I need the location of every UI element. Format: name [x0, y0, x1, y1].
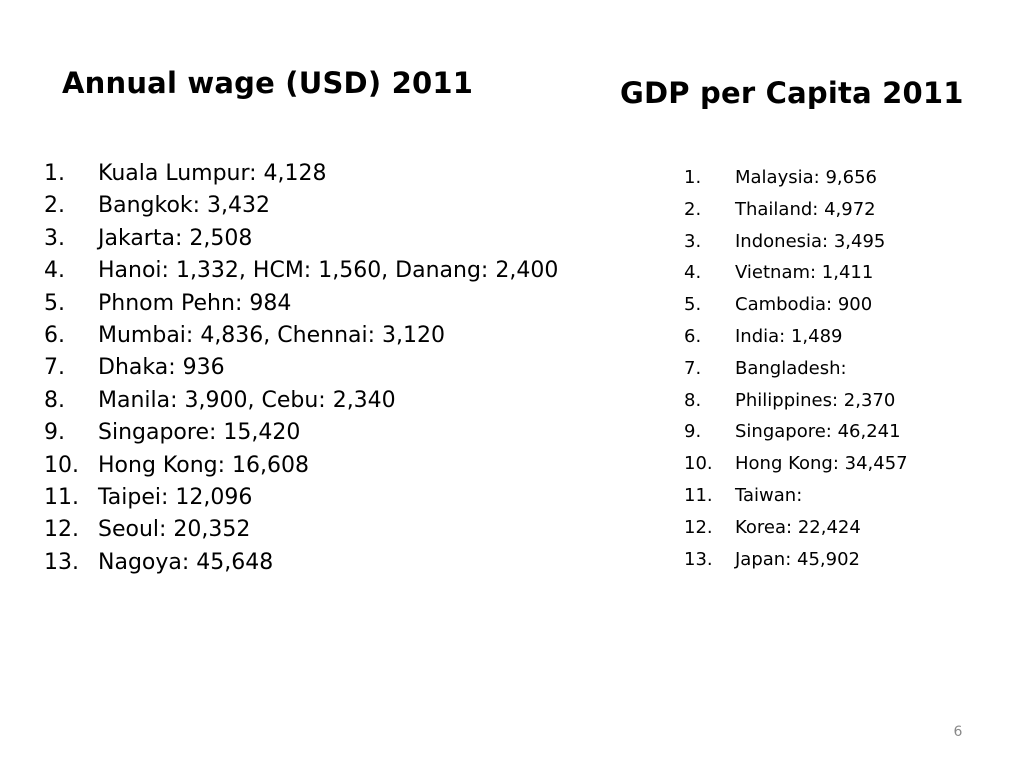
gdp-per-capita-title: GDP per Capita 2011	[620, 76, 964, 110]
list-item: 9. Singapore: 15,420	[44, 417, 558, 449]
item-text: Bangladesh:	[735, 357, 847, 379]
list-item: 13. Japan: 45,902	[684, 544, 908, 576]
item-number: 3.	[44, 225, 65, 251]
item-number: 7.	[684, 357, 702, 379]
item-number: 9.	[44, 420, 65, 446]
item-text: Kuala Lumpur: 4,128	[98, 161, 327, 186]
item-text: Malaysia: 9,656	[735, 167, 877, 188]
list-item: 11. Taipei: 12,096	[44, 482, 558, 514]
list-item: 4. Vietnam: 1,411	[684, 257, 908, 289]
list-item: 5. Cambodia: 900	[684, 289, 908, 321]
list-item: 13. Nagoya: 45,648	[44, 547, 558, 579]
item-text: Vietnam: 1,411	[735, 262, 874, 284]
item-text: Indonesia: 3,495	[735, 230, 886, 252]
item-number: 4.	[684, 262, 702, 284]
item-text: Hong Kong: 16,608	[98, 452, 309, 478]
item-number: 2.	[44, 193, 65, 219]
item-number: 10.	[44, 452, 79, 478]
item-text: Singapore: 46,241	[735, 421, 901, 443]
list-item: 9. Singapore: 46,241	[684, 416, 908, 448]
page-number: 6	[953, 724, 963, 740]
annual-wage-list: 1. Kuala Lumpur: 4,128 2. Bangkok: 3,432 3…	[44, 158, 558, 579]
item-text: Taiwan:	[735, 484, 803, 506]
list-item: 6. Mumbai: 4,836, Chennai: 3,120	[44, 320, 558, 352]
list-item: 12. Korea: 22,424	[684, 512, 908, 544]
gdp-per-capita-list: 1. Malaysia: 9,656 2. Thailand: 4,972 3. In…	[684, 162, 908, 575]
item-text: Hanoi: 1,332, HCM: 1,560, Danang: 2,400	[98, 258, 559, 284]
item-text: Phnom Pehn: 984	[98, 290, 292, 316]
item-number: 1.	[684, 167, 702, 188]
item-text: Nagoya: 45,648	[98, 549, 274, 575]
list-item: 5. Phnom Pehn: 984	[44, 288, 558, 320]
item-text: Bangkok: 3,432	[98, 193, 271, 219]
list-item: 7. Dhaka: 936	[44, 352, 558, 384]
item-text: India: 1,489	[735, 325, 843, 347]
item-number: 10.	[684, 453, 713, 475]
item-number: 5.	[684, 294, 702, 316]
item-number: 7.	[44, 355, 65, 381]
item-number: 6.	[44, 322, 65, 348]
item-text: Jakarta: 2,508	[98, 225, 253, 251]
item-number: 2.	[684, 198, 702, 220]
item-number: 8.	[684, 389, 702, 411]
item-text: Taipei: 12,096	[98, 484, 253, 510]
list-item: 11. Taiwan:	[684, 480, 908, 512]
list-item: 2. Thailand: 4,972	[684, 194, 908, 226]
item-number: 12.	[684, 516, 713, 538]
list-item: 12. Seoul: 20,352	[44, 514, 558, 546]
list-item: 3. Indonesia: 3,495	[684, 226, 908, 258]
item-text: Manila: 3,900, Cebu: 2,340	[98, 387, 396, 413]
list-item: 10. Hong Kong: 16,608	[44, 450, 558, 482]
annual-wage-title: Annual wage (USD) 2011	[62, 66, 474, 100]
item-number: 13.	[44, 549, 79, 575]
item-text: Hong Kong: 34,457	[735, 453, 908, 475]
list-item: 8. Manila: 3,900, Cebu: 2,340	[44, 385, 558, 417]
list-item: 6. India: 1,489	[684, 321, 908, 353]
list-item: 8. Philippines: 2,370	[684, 385, 908, 417]
item-text: Cambodia: 900	[735, 294, 873, 316]
item-text: Korea: 22,424	[735, 516, 861, 538]
item-text: Mumbai: 4,836, Chennai: 3,120	[98, 322, 445, 348]
item-text: Japan: 45,902	[735, 548, 860, 570]
item-number: 3.	[684, 230, 702, 252]
list-item: 7. Bangladesh:	[684, 353, 908, 385]
item-number: 12.	[44, 517, 79, 543]
item-text: Seoul: 20,352	[98, 517, 251, 543]
item-text: Dhaka: 936	[98, 355, 225, 381]
list-item: 1. Malaysia: 9,656	[684, 162, 908, 194]
list-item: 3. Jakarta: 2,508	[44, 223, 558, 255]
list-item: 10. Hong Kong: 34,457	[684, 448, 908, 480]
list-item: 1. Kuala Lumpur: 4,128	[44, 158, 558, 190]
item-text: Singapore: 15,420	[98, 420, 301, 446]
item-text: Philippines: 2,370	[735, 389, 896, 411]
list-item: 4. Hanoi: 1,332, HCM: 1,560, Danang: 2,40…	[44, 255, 558, 287]
item-text: Thailand: 4,972	[735, 198, 876, 220]
item-number: 9.	[684, 421, 702, 443]
item-number: 13.	[684, 548, 713, 570]
item-number: 11.	[684, 484, 713, 506]
list-item: 2. Bangkok: 3,432	[44, 190, 558, 222]
item-number: 8.	[44, 387, 65, 413]
item-number: 6.	[684, 325, 702, 347]
item-number: 1.	[44, 161, 65, 186]
item-number: 11.	[44, 484, 79, 510]
item-number: 4.	[44, 258, 65, 284]
item-number: 5.	[44, 290, 65, 316]
